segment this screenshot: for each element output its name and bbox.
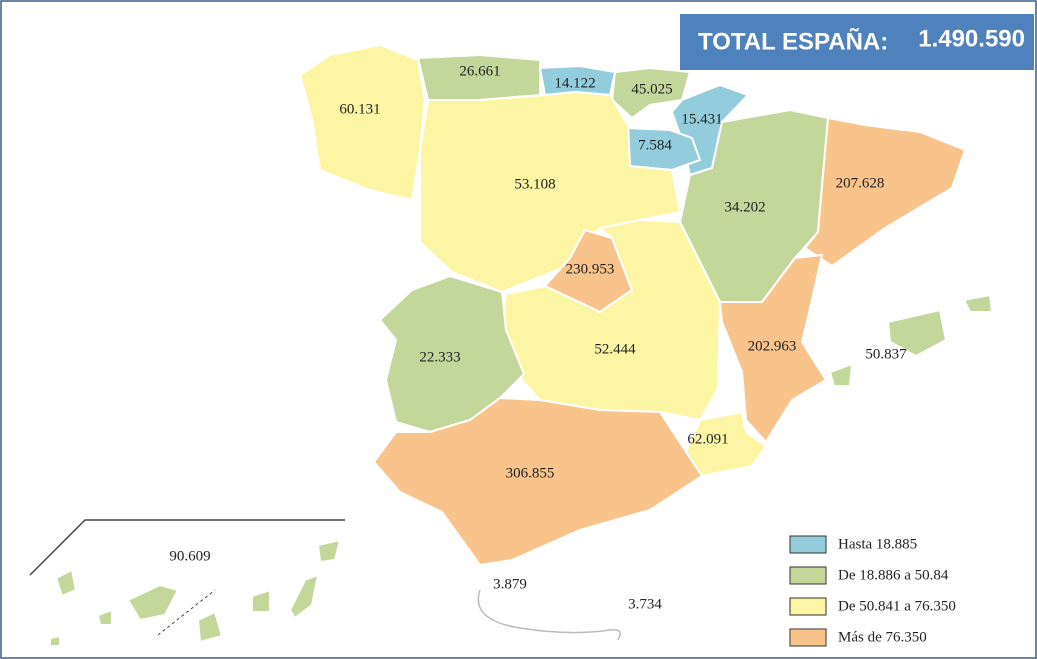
region [962,293,994,313]
inset-divider [157,589,216,636]
region-value: 3.734 [628,596,662,612]
total-title: TOTAL ESPAÑA: [698,27,888,55]
region-value: 207.628 [836,175,885,191]
region-value: 22.333 [419,349,460,365]
region [251,588,271,613]
total-value: 1.490.590 [918,25,1025,52]
coast-line [477,589,621,641]
region [126,583,180,622]
region-value: 3.879 [493,576,527,592]
legend-label: Hasta 18.885 [838,536,917,552]
region [718,253,828,444]
region [196,610,224,644]
regions: 60.131 26.661 14.122 45.025 15.431 7.584 53.10… [49,43,994,647]
total-box [680,14,1034,70]
legend-label: Más de 76.350 [838,629,927,645]
legend-swatch [789,535,827,554]
region [372,396,704,567]
region [316,538,342,564]
legend-label: De 50.841 a 76.350 [838,598,956,614]
region-value: 202.963 [748,338,797,354]
region [886,308,948,358]
region-value: 90.609 [169,548,210,564]
region-value: 45.025 [631,81,672,97]
region [96,608,113,626]
legend-swatch [789,566,827,585]
region [803,116,967,268]
region-value: 15.431 [681,111,722,127]
legend-label: De 18.886 a 50.84 [838,567,949,583]
region [419,90,682,294]
inset-border [29,519,345,576]
region-value: 62.091 [687,431,728,447]
region-value: 53.108 [514,176,555,192]
region-value: 7.584 [638,137,672,153]
region-value: 230.953 [566,261,615,277]
legend-swatch [789,628,827,647]
region-value: 34.202 [724,199,765,215]
region-value: 306.855 [506,465,555,481]
region-value: 26.661 [459,63,500,79]
legend: Hasta 18.885 De 18.886 a 50.84 De 50.841 a… [789,535,956,647]
legend-swatch [789,597,827,616]
region [49,634,61,647]
region [288,573,320,620]
region [828,362,854,387]
region-value: 14.122 [554,75,595,91]
region-value: 50.837 [865,346,907,362]
region [54,568,78,598]
region-value: 52.444 [594,341,636,357]
region-value: 60.131 [339,101,380,117]
